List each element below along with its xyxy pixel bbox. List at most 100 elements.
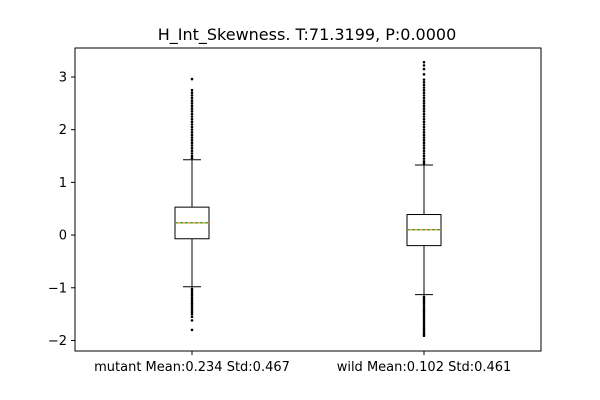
outlier-point	[422, 109, 426, 113]
outlier-point	[422, 80, 426, 84]
outlier-point	[422, 131, 426, 134]
outlier-point	[422, 144, 426, 147]
outlier-point	[422, 320, 426, 324]
outlier-point	[190, 295, 194, 299]
outlier-point	[422, 64, 426, 67]
outlier-point	[422, 138, 426, 142]
y-tick-label: 0	[59, 229, 67, 244]
outlier-point	[190, 300, 194, 303]
outlier-point	[422, 316, 426, 320]
outlier-point	[422, 94, 426, 97]
outlier-point	[422, 314, 426, 317]
outlier-point	[190, 123, 194, 126]
x-axis: mutant Mean:0.234 Std:0.467 wild Mean:0.1…	[94, 351, 511, 375]
outlier-point	[422, 112, 426, 116]
outlier-point	[422, 104, 426, 108]
outlier-point	[422, 334, 426, 338]
y-tick-label: 2	[59, 123, 67, 138]
outlier-point	[190, 154, 194, 158]
plot-area-frame	[74, 47, 542, 352]
outlier-point	[190, 149, 194, 153]
outlier-point	[422, 123, 426, 126]
outlier-point	[190, 138, 194, 142]
outlier-point	[190, 115, 194, 118]
outlier-point	[422, 128, 426, 131]
outlier-point	[422, 327, 426, 330]
x-tick-label: mutant Mean:0.234 Std:0.467	[94, 360, 290, 375]
outlier-point	[422, 133, 426, 137]
outlier-point	[422, 99, 426, 102]
y-tick-label: 1	[59, 176, 67, 191]
outlier-point	[422, 308, 426, 311]
outlier-point	[190, 109, 194, 113]
outlier-point	[190, 125, 194, 129]
outlier-point	[190, 120, 194, 124]
y-tick-label: 3	[59, 70, 67, 85]
box-group	[174, 77, 210, 332]
outlier-point	[422, 102, 426, 105]
outlier-point	[422, 299, 426, 303]
outlier-point	[422, 141, 426, 145]
box-group	[406, 60, 442, 338]
outlier-point	[422, 154, 426, 158]
chart-title: H_Int_Skewness. T:71.3199, P:0.0000	[158, 25, 457, 45]
outlier-point	[190, 104, 194, 108]
outlier-point	[422, 159, 426, 163]
outlier-point	[190, 88, 194, 92]
outlier-point	[190, 312, 194, 316]
outlier-point	[190, 152, 194, 155]
y-tick-label: −2	[48, 334, 67, 349]
outlier-point	[422, 120, 426, 124]
outlier-point	[422, 318, 426, 322]
outlier-point	[190, 107, 194, 110]
outlier-point	[190, 310, 194, 314]
outlier-point	[422, 162, 426, 165]
outlier-point	[190, 133, 194, 137]
outlier-point	[190, 112, 194, 116]
outlier-point	[190, 306, 194, 310]
outlier-point	[422, 310, 426, 313]
outlier-point	[190, 96, 194, 100]
outlier-point	[190, 293, 194, 297]
y-tick-label: −1	[48, 281, 67, 296]
outlier-point	[422, 305, 426, 309]
outlier-point	[190, 291, 194, 295]
outlier-point	[422, 73, 426, 76]
outlier-point	[190, 136, 194, 139]
outlier-point	[190, 99, 194, 102]
outlier-point	[422, 152, 426, 155]
outlier-point	[422, 146, 426, 150]
outlier-point	[422, 96, 426, 100]
box-series	[174, 60, 442, 338]
outlier-point	[190, 289, 194, 293]
outlier-point	[422, 157, 426, 160]
outlier-point	[190, 302, 194, 305]
outlier-point	[422, 83, 426, 87]
outlier-point	[190, 315, 194, 319]
outlier-point	[422, 303, 426, 307]
outlier-point	[190, 328, 194, 332]
outlier-point	[190, 128, 194, 131]
outlier-point	[422, 324, 426, 328]
outlier-point	[190, 77, 194, 81]
outlier-point	[190, 146, 194, 150]
x-tick-label: wild Mean:0.102 Std:0.461	[337, 360, 512, 375]
outlier-point	[422, 91, 426, 95]
outlier-point	[422, 60, 426, 64]
outlier-point	[190, 117, 194, 121]
outlier-point	[422, 86, 426, 89]
outlier-point	[190, 308, 194, 312]
outlier-point	[190, 304, 194, 307]
outlier-point	[190, 91, 194, 95]
outlier-point	[422, 295, 426, 299]
outlier-point	[422, 67, 426, 71]
outlier-point	[190, 144, 194, 147]
outlier-point	[422, 329, 426, 332]
outlier-point	[422, 88, 426, 92]
outlier-point	[190, 94, 194, 97]
outlier-point	[190, 319, 194, 322]
outlier-point	[190, 131, 194, 134]
outlier-point	[422, 117, 426, 121]
y-axis: −2 −1 0 1 2 3	[48, 70, 75, 349]
